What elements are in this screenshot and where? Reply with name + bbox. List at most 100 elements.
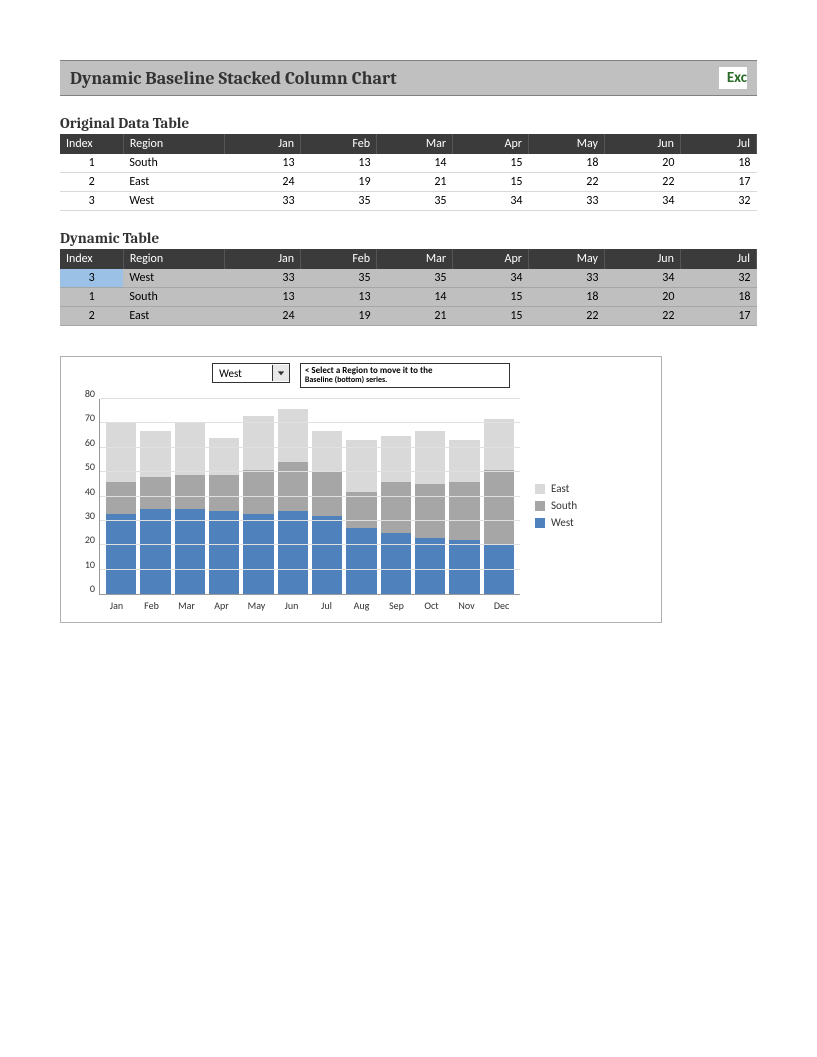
cell-region: West: [123, 192, 224, 211]
bar-segment-south: [449, 482, 479, 541]
bar-segment-west: [449, 540, 479, 594]
cell-value: 20: [604, 154, 680, 173]
bar-segment-south: [106, 482, 136, 514]
bar-segment-east: [140, 431, 170, 477]
bar-segment-east: [209, 438, 239, 475]
bar-segment-west: [415, 538, 445, 594]
column-header: Region: [123, 249, 224, 269]
hint-line2: Baseline (bottom) series.: [305, 376, 505, 385]
bar-segment-east: [106, 423, 136, 482]
bar-segment-east: [278, 409, 308, 463]
region-select[interactable]: West: [212, 363, 290, 383]
cell-value: 22: [604, 307, 680, 326]
right-label: Exc: [719, 67, 747, 89]
bar-segment-west: [209, 511, 239, 594]
bar-segment-south: [346, 492, 376, 529]
cell-value: 33: [528, 269, 604, 288]
cell-index: 2: [60, 173, 123, 192]
table-row: 1South13131415182018: [60, 154, 757, 173]
cell-value: 34: [453, 192, 529, 211]
legend-item: West: [535, 516, 577, 529]
cell-value: 14: [377, 154, 453, 173]
cell-index: 1: [60, 154, 123, 173]
table-row: 2East24192115222217: [60, 173, 757, 192]
cell-value: 18: [528, 288, 604, 307]
column-header: Mar: [377, 134, 453, 154]
column-header: Mar: [377, 249, 453, 269]
dynamic-table-title: Dynamic Table: [60, 229, 757, 247]
cell-value: 34: [604, 269, 680, 288]
bar-segment-west: [381, 533, 411, 594]
column-header: Jan: [225, 134, 301, 154]
cell-value: 33: [225, 269, 301, 288]
cell-value: 35: [301, 192, 377, 211]
bar-column: [209, 438, 239, 594]
column-header: Region: [123, 134, 224, 154]
bar-segment-south: [243, 470, 273, 514]
bar-segment-south: [312, 472, 342, 516]
cell-value: 13: [301, 288, 377, 307]
dropdown-arrow-icon[interactable]: [272, 365, 289, 381]
cell-value: 34: [604, 192, 680, 211]
column-header: Jul: [680, 249, 756, 269]
x-tick-label: Feb: [134, 599, 169, 612]
cell-value: 15: [453, 307, 529, 326]
bar-segment-south: [209, 475, 239, 512]
cell-index: 1: [60, 288, 123, 307]
cell-value: 21: [377, 173, 453, 192]
bar-segment-south: [140, 477, 170, 509]
cell-value: 19: [301, 173, 377, 192]
bar-segment-east: [312, 431, 342, 472]
legend-swatch: [535, 518, 545, 528]
chart-plot-area: [99, 399, 520, 595]
bar-column: [381, 436, 411, 594]
cell-index: 2: [60, 307, 123, 326]
cell-region: East: [123, 173, 224, 192]
cell-value: 19: [301, 307, 377, 326]
legend-label: West: [551, 516, 574, 529]
column-header: Apr: [453, 134, 529, 154]
cell-region: West: [123, 269, 224, 288]
cell-value: 22: [604, 173, 680, 192]
column-header: Feb: [301, 249, 377, 269]
dynamic-data-table: IndexRegionJanFebMarAprMayJunJul 3West33…: [60, 249, 757, 326]
cell-value: 33: [528, 192, 604, 211]
x-tick-label: Apr: [204, 599, 239, 612]
table-row[interactable]: 1South13131415182018: [60, 288, 757, 307]
cell-value: 15: [453, 173, 529, 192]
bar-segment-south: [415, 484, 445, 538]
chart-legend: East South West: [535, 478, 577, 533]
column-header: Jun: [604, 134, 680, 154]
bar-segment-south: [381, 482, 411, 533]
cell-value: 32: [680, 269, 756, 288]
bar-segment-east: [484, 419, 514, 470]
x-tick-label: Oct: [414, 599, 449, 612]
table-row[interactable]: 2East24192115222217: [60, 307, 757, 326]
title-bar: Dynamic Baseline Stacked Column Chart Ex…: [60, 60, 757, 96]
region-select-value: West: [213, 367, 272, 380]
cell-value: 34: [453, 269, 529, 288]
bar-segment-west: [484, 545, 514, 594]
x-tick-label: Jun: [274, 599, 309, 612]
column-header: Jun: [604, 249, 680, 269]
x-tick-label: Nov: [449, 599, 484, 612]
column-header: Index: [60, 134, 123, 154]
cell-value: 13: [225, 288, 301, 307]
cell-index: 3: [60, 192, 123, 211]
bar-segment-east: [415, 431, 445, 485]
hint-box: < Select a Region to move it to the Base…: [300, 363, 510, 388]
cell-value: 35: [301, 269, 377, 288]
chart-container: Sales by Region West < Select a Region t…: [60, 356, 662, 623]
bar-segment-south: [484, 470, 514, 546]
legend-item: East: [535, 482, 577, 495]
cell-region: South: [123, 154, 224, 173]
bar-segment-west: [106, 514, 136, 594]
column-header: Jan: [225, 249, 301, 269]
bar-column: [449, 440, 479, 594]
legend-label: South: [551, 499, 577, 512]
table-row[interactable]: 3West33353534333432: [60, 269, 757, 288]
bar-segment-west: [312, 516, 342, 594]
cell-value: 21: [377, 307, 453, 326]
cell-index: 3: [60, 269, 123, 288]
bar-segment-west: [175, 509, 205, 594]
